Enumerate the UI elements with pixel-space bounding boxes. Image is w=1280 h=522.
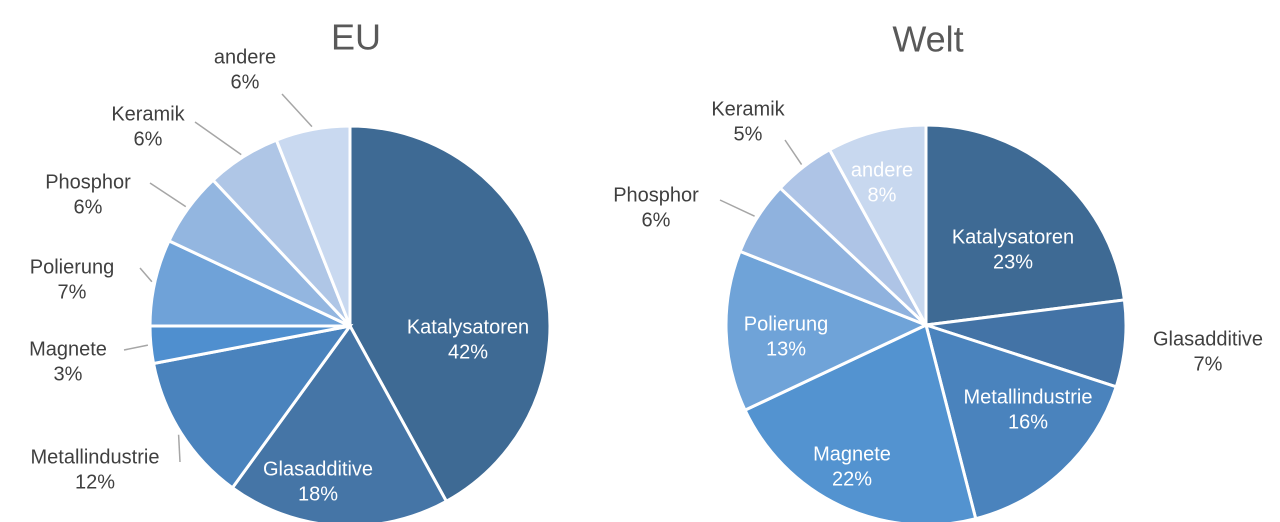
pie-slice [151, 323, 354, 490]
slice-value-label: 6% [231, 71, 260, 93]
leader-line [139, 267, 153, 283]
slice-label: Magnete [813, 443, 891, 465]
slice-label: Phosphor [613, 184, 699, 206]
slice-label: andere [851, 159, 913, 181]
pie-slice [924, 123, 1127, 327]
slice-value-label: 6% [74, 196, 103, 218]
pie-slice [348, 124, 552, 504]
chart-title: EU [331, 17, 381, 58]
leader-line [281, 93, 313, 128]
chart-title: Welt [892, 19, 963, 60]
slice-value-label: 18% [298, 483, 338, 505]
slice-label: Keramik [711, 98, 785, 120]
pie-slice [827, 123, 928, 326]
pie-slice [743, 322, 978, 522]
slice-value-label: 6% [642, 209, 671, 231]
slice-value-label: 8% [868, 184, 897, 206]
leader-line [784, 139, 803, 166]
slice-label: andere [214, 46, 276, 68]
slice-label: Keramik [111, 103, 185, 125]
slice-label: Katalysatoren [952, 226, 1074, 248]
slice-label: Glasadditive [263, 458, 373, 480]
leader-line [719, 199, 755, 217]
slice-value-label: 6% [134, 128, 163, 150]
slice-label: Polierung [30, 256, 115, 278]
leader-line [194, 121, 242, 156]
slice-value-label: 3% [54, 363, 83, 385]
slice-value-label: 22% [832, 468, 872, 490]
slice-value-label: 7% [58, 281, 87, 303]
slice-value-label: 23% [993, 251, 1033, 273]
slice-value-label: 13% [766, 338, 806, 360]
slice-label: Phosphor [45, 171, 131, 193]
leader-line [123, 344, 149, 351]
leader-line [177, 434, 181, 463]
slice-value-label: 42% [448, 341, 488, 363]
slice-label: Polierung [744, 313, 829, 335]
leader-line [149, 182, 187, 208]
pie-slice [923, 322, 1119, 521]
slice-label: Metallindustrie [964, 386, 1093, 408]
slice-label: Metallindustrie [31, 446, 160, 468]
pie-slice [724, 249, 930, 413]
slice-value-label: 12% [75, 471, 115, 493]
slice-label: Glasadditive [1153, 328, 1263, 350]
slice-value-label: 16% [1008, 411, 1048, 433]
pie-slice [274, 124, 352, 327]
slice-label: Katalysatoren [407, 316, 529, 338]
slice-value-label: 5% [734, 123, 763, 145]
pie-slice [230, 323, 449, 522]
slice-label: Magnete [29, 338, 107, 360]
slice-value-label: 7% [1194, 353, 1223, 375]
